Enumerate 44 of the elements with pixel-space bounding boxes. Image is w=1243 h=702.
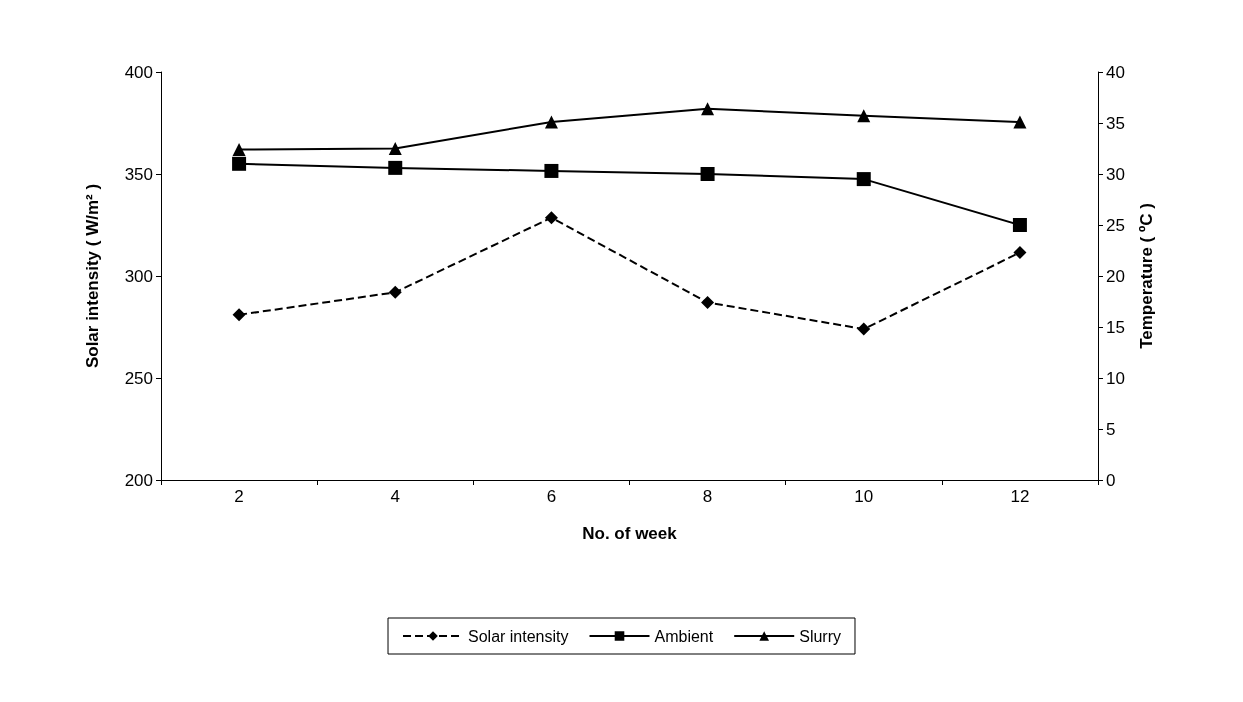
y-axis-title: Solar intensity ( W/m² ): [83, 183, 102, 369]
x-tick-label: 10: [854, 487, 874, 506]
point: [701, 102, 715, 116]
point: [857, 322, 871, 336]
point: [1013, 246, 1027, 260]
x-tick-label: 2: [234, 487, 244, 506]
y2-tick-label: 5: [1106, 419, 1116, 439]
point: [700, 167, 715, 181]
point: [232, 143, 246, 157]
point: [232, 156, 247, 171]
y2-tick-label: 30: [1106, 164, 1125, 184]
x-tick-label: 8: [702, 487, 713, 506]
point: [388, 142, 402, 155]
y2-tick-label: 25: [1106, 215, 1125, 235]
y2-tick-label: 15: [1106, 317, 1125, 337]
legend-label: Slurry: [799, 627, 841, 645]
y-tick-label: 400: [124, 62, 153, 82]
point: [544, 211, 558, 225]
point: [388, 160, 403, 175]
x-tick-label: 12: [1010, 487, 1030, 506]
point: [701, 296, 715, 310]
point: [857, 109, 871, 123]
x-tick-label: 4: [390, 487, 400, 506]
y-tick-label: 250: [124, 368, 153, 388]
y-tick-label: 350: [124, 164, 153, 184]
point: [388, 285, 402, 299]
point: [1012, 218, 1027, 232]
point: [1013, 115, 1027, 129]
y2-tick-label: 10: [1106, 368, 1125, 388]
y2-tick-label: 40: [1106, 62, 1125, 82]
point: [856, 172, 871, 187]
point: [232, 308, 246, 322]
point: [544, 163, 559, 178]
y2-tick-label: 35: [1106, 113, 1125, 133]
y-tick-label: 300: [124, 266, 153, 286]
y-tick-label: 200: [124, 470, 153, 490]
y2-axis-title: Temperature ( ºC ): [1137, 203, 1156, 349]
legend-label: Solar intensity: [468, 627, 569, 645]
y2-tick-label: 20: [1106, 266, 1125, 286]
x-tick-label: 6: [546, 487, 557, 506]
y2-tick-label: 0: [1106, 470, 1116, 490]
legend-label: Ambient: [654, 627, 714, 645]
point: [544, 115, 558, 129]
x-axis-title: No. of week: [582, 524, 678, 543]
